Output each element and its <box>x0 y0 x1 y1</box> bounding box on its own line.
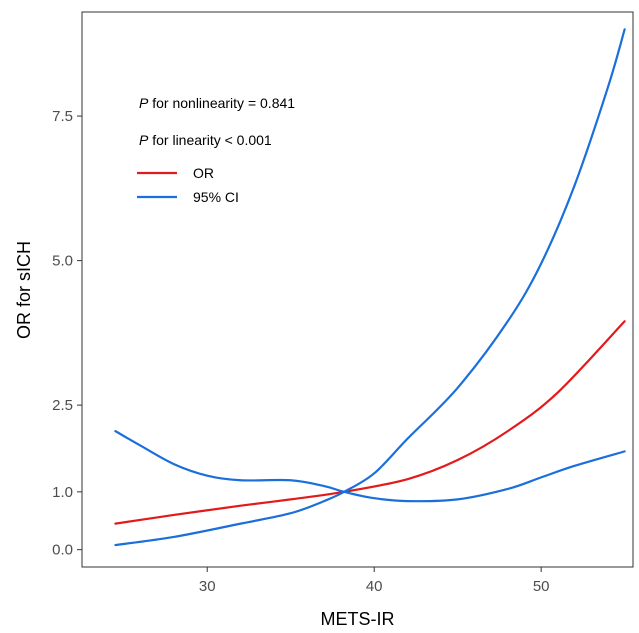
annotation-nonlinearity-text: for nonlinearity = 0.841 <box>148 95 295 111</box>
series-line-95ci-lower-bound-left <box>114 430 626 503</box>
annotation-nonlinearity-p: P <box>139 95 149 111</box>
annotation-linearity-text: for linearity < 0.001 <box>148 132 272 148</box>
x-axis-ticks: 30 40 50 <box>199 567 550 595</box>
series-line-or <box>114 320 626 525</box>
legend-label-95ci: 95% CI <box>193 189 239 205</box>
y-tick-label: 1.0 <box>52 484 73 501</box>
annotation-linearity-p: P <box>139 132 149 148</box>
x-tick-label: 50 <box>533 578 550 595</box>
plot-panel-border <box>81 11 634 568</box>
y-tick-label: 2.5 <box>52 397 73 414</box>
x-axis-title: METS-IR <box>321 609 395 629</box>
y-axis-title: OR for sICH <box>14 241 34 339</box>
series-line-95ci-upper-bound-right <box>114 28 626 547</box>
x-tick-label: 30 <box>199 578 216 595</box>
legend: OR 95% CI <box>137 165 239 205</box>
y-axis-ticks: 0.0 1.0 2.5 5.0 7.5 <box>52 108 82 559</box>
annotation-linearity: P for linearity < 0.001 <box>139 132 272 148</box>
y-tick-label: 7.5 <box>52 108 73 125</box>
y-tick-label: 0.0 <box>52 542 73 559</box>
y-tick-label: 5.0 <box>52 253 73 270</box>
series-layer <box>114 28 626 547</box>
legend-label-or: OR <box>193 165 214 181</box>
annotation-nonlinearity: P for nonlinearity = 0.841 <box>139 95 295 111</box>
x-tick-label: 40 <box>366 578 383 595</box>
